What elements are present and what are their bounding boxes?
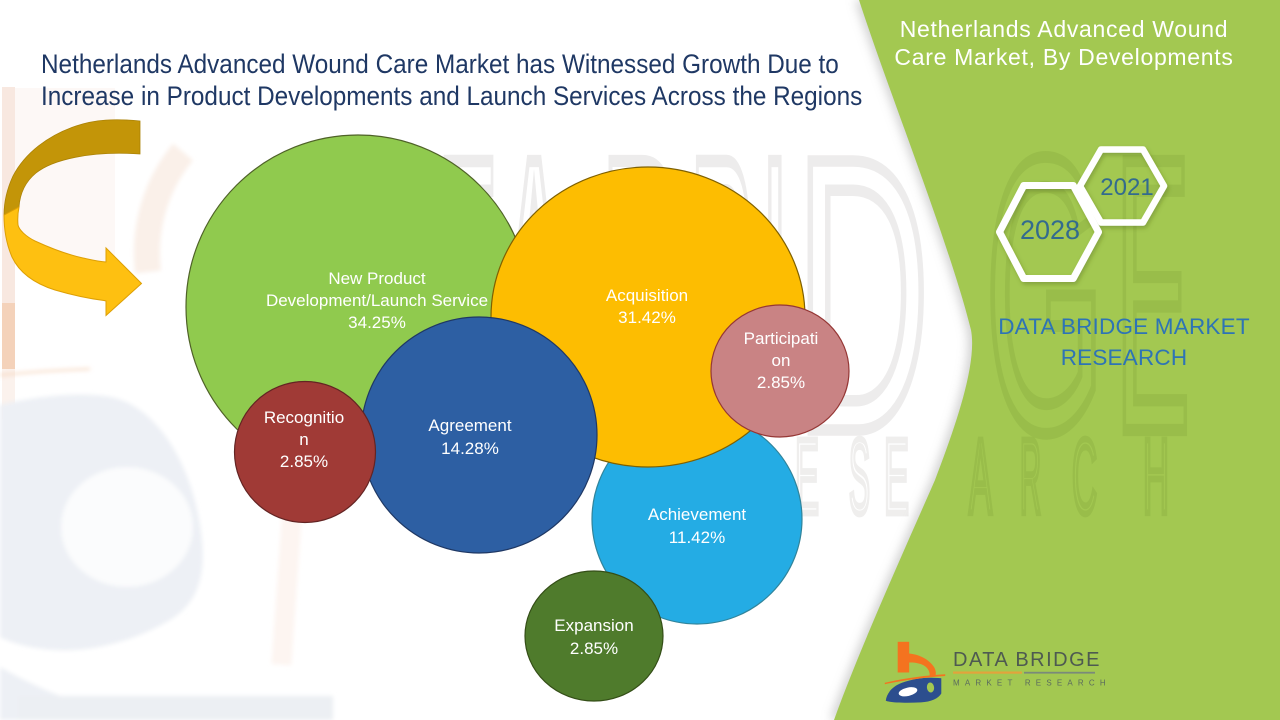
svg-text:G: G <box>985 76 1105 513</box>
svg-text:MARKET RESEARCH: MARKET RESEARCH <box>953 679 1111 688</box>
svg-text:H: H <box>1143 418 1169 536</box>
svg-text:D: D <box>795 77 930 513</box>
svg-text:R: R <box>1020 419 1041 536</box>
svg-text:C: C <box>1072 418 1097 536</box>
svg-text:E: E <box>884 417 909 536</box>
svg-text:A: A <box>969 418 992 536</box>
svg-text:S: S <box>849 417 870 536</box>
svg-text:DATA BRIDGE: DATA BRIDGE <box>953 649 1101 671</box>
